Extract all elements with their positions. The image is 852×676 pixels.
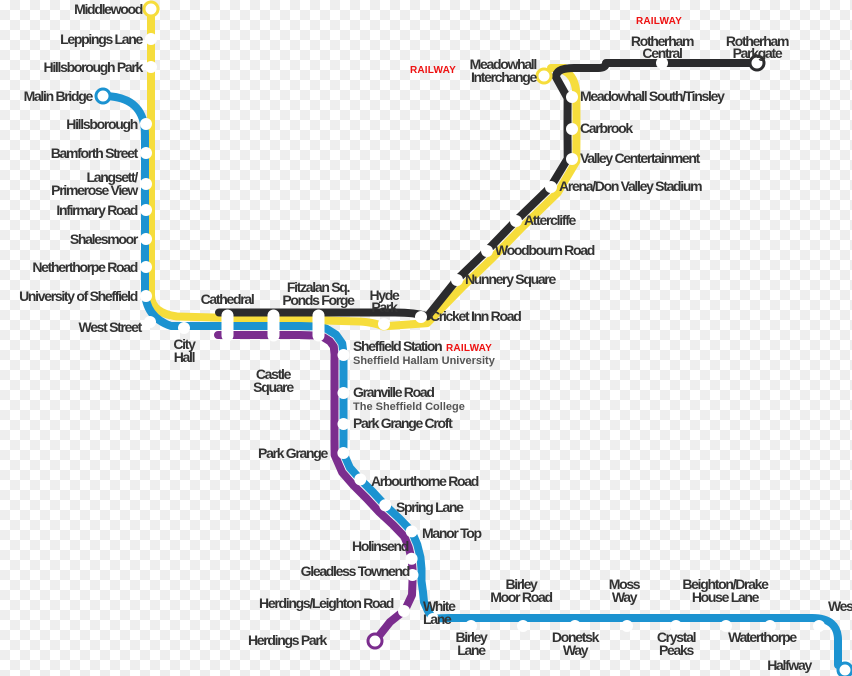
svg-text:Herdings/Leighton Road: Herdings/Leighton Road [259,595,394,611]
svg-text:Lane: Lane [457,642,486,658]
svg-text:Carbrook: Carbrook [580,120,633,136]
svg-text:Netherthorpe Road: Netherthorpe Road [32,259,137,275]
svg-text:Holinsend: Holinsend [352,538,409,554]
svg-text:Granville Road: Granville Road [353,384,434,400]
svg-text:Manor Top: Manor Top [422,525,482,541]
svg-text:Shalesmoor: Shalesmoor [70,231,139,247]
svg-text:Primerose View: Primerose View [51,182,138,198]
svg-text:Bamforth Street: Bamforth Street [51,145,139,161]
svg-text:Ponds Forge: Ponds Forge [282,292,355,308]
svg-text:RAILWAY: RAILWAY [636,16,682,27]
svg-text:Central: Central [642,45,682,61]
svg-text:Valley Centertainment: Valley Centertainment [580,150,701,166]
svg-text:Nunnery Square: Nunnery Square [465,271,556,287]
svg-text:Way: Way [612,589,638,605]
svg-text:Waterthorpe: Waterthorpe [728,629,797,645]
svg-text:Leppings Lane: Leppings Lane [60,31,143,47]
svg-text:Herdings Park: Herdings Park [248,632,328,648]
svg-text:Arbourthorne Road: Arbourthorne Road [371,473,479,489]
svg-text:Hall: Hall [174,349,195,365]
svg-text:Halfway: Halfway [767,657,812,673]
svg-text:Cathedral: Cathedral [201,291,254,307]
svg-text:RAILWAY: RAILWAY [410,65,456,76]
svg-text:Hillsborough Park: Hillsborough Park [44,59,144,75]
svg-text:Infirmary Road: Infirmary Road [56,202,137,218]
svg-text:Parkgate: Parkgate [733,45,783,61]
svg-text:Gleadless Townend: Gleadless Townend [301,563,410,579]
svg-text:Lane: Lane [423,611,452,627]
svg-text:Meadowhall South/Tinsley: Meadowhall South/Tinsley [580,88,725,104]
svg-text:University of Sheffield: University of Sheffield [19,288,138,304]
svg-text:Park Grange: Park Grange [258,445,328,461]
svg-text:Cricket Inn Road: Cricket Inn Road [430,308,521,324]
svg-text:Interchange: Interchange [471,69,538,85]
svg-text:Hillsborough: Hillsborough [66,116,137,132]
svg-text:Sheffield Station: Sheffield Station [353,338,442,354]
svg-text:Park Grange Croft: Park Grange Croft [353,415,453,431]
svg-text:Park: Park [371,299,398,315]
svg-text:Arena/Don Valley Stadium: Arena/Don Valley Stadium [559,178,702,194]
svg-text:Malin Bridge: Malin Bridge [24,88,94,104]
svg-text:Westfield: Westfield [828,598,852,614]
svg-text:Sheffield Hallam University: Sheffield Hallam University [353,355,496,367]
svg-text:Woodbourn Road: Woodbourn Road [495,242,595,258]
svg-text:Way: Way [563,642,589,658]
svg-text:Square: Square [253,379,294,395]
svg-text:House Lane: House Lane [692,589,760,605]
svg-text:Middlewood: Middlewood [74,1,143,17]
svg-text:RAILWAY: RAILWAY [446,343,492,354]
svg-text:Spring Lane: Spring Lane [396,499,464,515]
svg-text:Peaks: Peaks [659,642,694,658]
svg-text:Moor Road: Moor Road [490,589,552,605]
svg-text:West Street: West Street [79,319,143,335]
svg-text:Attercliffe: Attercliffe [524,212,577,228]
svg-text:The Sheffield College: The Sheffield College [353,401,465,413]
